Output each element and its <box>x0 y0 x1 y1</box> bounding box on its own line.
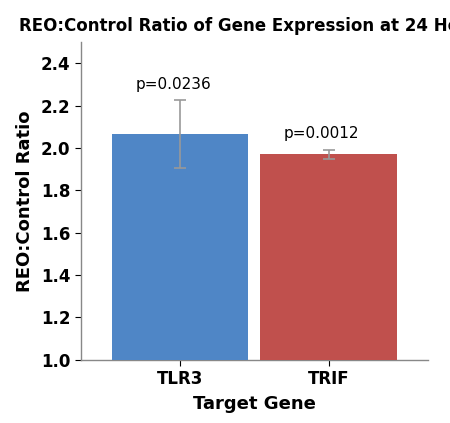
Bar <box>112 135 248 360</box>
Text: p=0.0012: p=0.0012 <box>284 126 360 141</box>
Title: REO:Control Ratio of Gene Expression at 24 Hours: REO:Control Ratio of Gene Expression at … <box>19 17 450 35</box>
Y-axis label: REO:Control Ratio: REO:Control Ratio <box>16 110 34 292</box>
X-axis label: Target Gene: Target Gene <box>193 395 316 413</box>
Bar <box>261 154 396 360</box>
Text: p=0.0236: p=0.0236 <box>135 77 211 92</box>
